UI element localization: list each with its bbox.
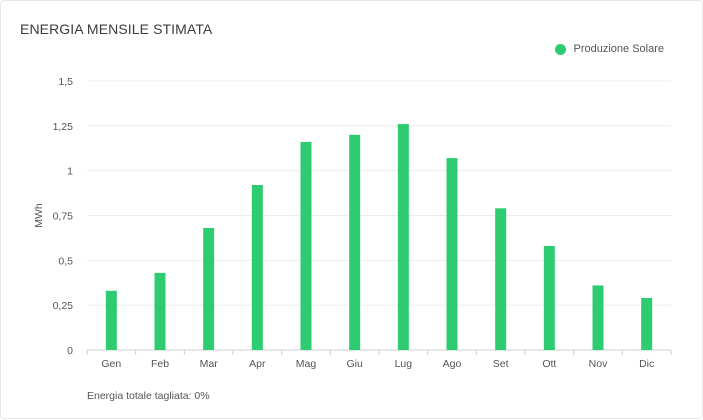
- y-tick-label: 0,5: [58, 255, 73, 267]
- y-tick-label: 0: [67, 345, 73, 357]
- x-tick-label: Set: [493, 358, 509, 370]
- y-tick-label: 1: [67, 166, 73, 178]
- y-tick-label: 0,75: [53, 211, 74, 223]
- x-tick-label: Nov: [589, 358, 608, 370]
- bar-lug: [397, 124, 409, 350]
- chart-title: ENERGIA MENSILE STIMATA: [20, 21, 213, 37]
- x-tick-label: Ago: [443, 358, 462, 370]
- x-tick-label: Apr: [249, 358, 266, 370]
- x-tick-label: Feb: [151, 358, 169, 370]
- legend[interactable]: Produzione Solare: [555, 43, 664, 55]
- bar-mag: [300, 141, 312, 350]
- bar-feb: [154, 272, 166, 350]
- bar-set: [495, 208, 507, 350]
- y-tick-label: 1,25: [53, 121, 74, 133]
- y-tick-label: 1,5: [58, 76, 73, 88]
- y-axis-title: MWh: [33, 203, 45, 228]
- bar-nov: [592, 285, 604, 350]
- x-tick-label: Giu: [346, 358, 363, 370]
- bar-gen: [105, 290, 117, 350]
- x-tick-label: Mag: [296, 358, 317, 370]
- bar-ago: [446, 158, 458, 350]
- x-tick-label: Gen: [101, 358, 121, 370]
- bar-giu: [349, 134, 361, 350]
- bar-dic: [641, 297, 653, 350]
- footnote: Energia totale tagliata: 0%: [87, 390, 210, 402]
- x-tick-label: Dic: [639, 358, 654, 370]
- legend-swatch: [555, 43, 567, 55]
- bar-mar: [203, 228, 215, 350]
- x-tick-label: Mar: [200, 358, 219, 370]
- legend-label: Produzione Solare: [573, 43, 664, 55]
- y-tick-label: 0,25: [53, 300, 74, 312]
- x-tick-label: Ott: [542, 358, 556, 370]
- bar-ott: [543, 245, 555, 350]
- x-tick-label: Lug: [395, 358, 413, 370]
- bar-apr: [251, 185, 263, 350]
